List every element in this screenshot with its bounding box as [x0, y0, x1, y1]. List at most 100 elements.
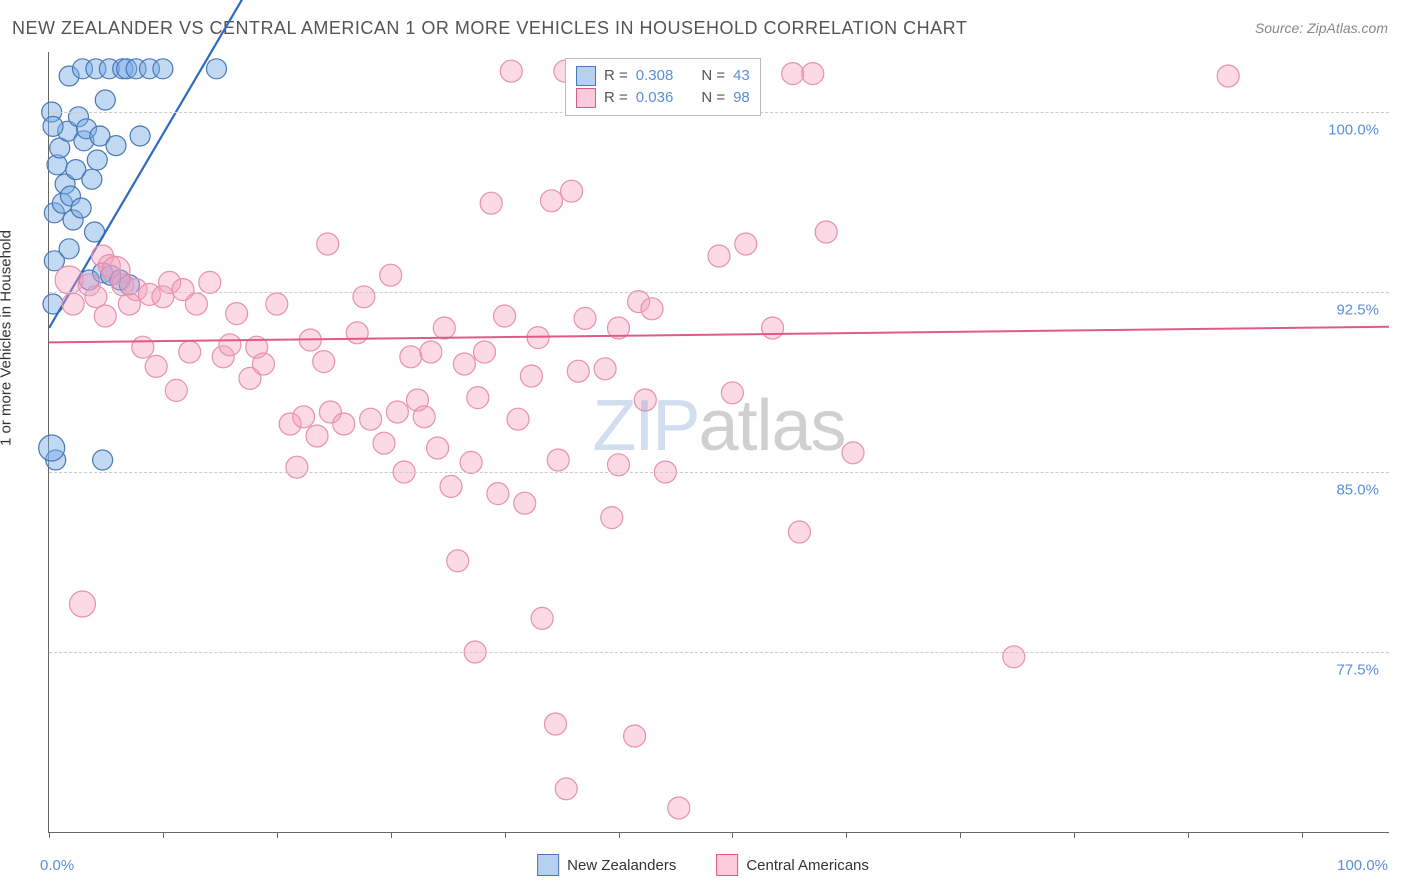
- data-point: [153, 59, 173, 79]
- data-point: [668, 797, 690, 819]
- data-point: [39, 435, 65, 461]
- data-point: [440, 475, 462, 497]
- data-point: [474, 341, 496, 363]
- stats-n-value: 43: [733, 65, 750, 87]
- data-point: [842, 442, 864, 464]
- data-point: [420, 341, 442, 363]
- gridline: [49, 652, 1389, 653]
- x-axis-min-label: 0.0%: [40, 857, 74, 874]
- data-point: [802, 63, 824, 85]
- data-point: [132, 336, 154, 358]
- data-point: [165, 379, 187, 401]
- data-point: [634, 389, 656, 411]
- stats-n-label: N =: [701, 87, 725, 109]
- data-point: [380, 264, 402, 286]
- data-point: [453, 353, 475, 375]
- data-point: [447, 550, 469, 572]
- data-point: [306, 425, 328, 447]
- x-tick: [277, 832, 278, 838]
- data-point: [567, 360, 589, 382]
- stats-n-value: 98: [733, 87, 750, 109]
- x-axis-max-label: 100.0%: [1337, 857, 1388, 874]
- data-point: [252, 353, 274, 375]
- data-point: [353, 286, 375, 308]
- correlation-stats-box: R = 0.308 N = 43R = 0.036 N = 98: [565, 58, 761, 116]
- plot-area: ZIPatlas 77.5%85.0%92.5%100.0%: [48, 52, 1389, 833]
- data-point: [293, 406, 315, 428]
- data-point: [333, 413, 355, 435]
- data-point: [313, 351, 335, 373]
- stats-r-label: R =: [604, 65, 628, 87]
- data-point: [641, 298, 663, 320]
- data-point: [346, 322, 368, 344]
- data-point: [360, 408, 382, 430]
- data-point: [433, 317, 455, 339]
- stats-n-label: N =: [701, 65, 725, 87]
- data-point: [400, 346, 422, 368]
- data-point: [43, 116, 63, 136]
- legend-swatch-icon: [537, 854, 559, 876]
- stats-r-value: 0.308: [636, 65, 674, 87]
- legend-item: New Zealanders: [537, 854, 676, 876]
- data-point: [815, 221, 837, 243]
- data-point: [1003, 646, 1025, 668]
- data-point: [555, 778, 577, 800]
- data-point: [520, 365, 542, 387]
- data-point: [266, 293, 288, 315]
- x-tick: [619, 832, 620, 838]
- data-point: [531, 607, 553, 629]
- x-tick: [960, 832, 961, 838]
- data-point: [286, 456, 308, 478]
- data-point: [85, 286, 107, 308]
- data-point: [373, 432, 395, 454]
- stats-row: R =0.036N =98: [576, 87, 750, 109]
- data-point: [199, 271, 221, 293]
- data-point: [561, 180, 583, 202]
- data-point: [427, 437, 449, 459]
- data-point: [460, 451, 482, 473]
- x-tick: [1302, 832, 1303, 838]
- data-point: [87, 150, 107, 170]
- x-tick: [1188, 832, 1189, 838]
- stats-r-value: 0.036: [636, 87, 674, 109]
- source-attribution: Source: ZipAtlas.com: [1255, 20, 1388, 36]
- data-point: [594, 358, 616, 380]
- data-point: [179, 341, 201, 363]
- data-point: [70, 591, 96, 617]
- regression-line: [49, 0, 1389, 328]
- y-tick-label: 100.0%: [1328, 122, 1379, 139]
- x-tick: [49, 832, 50, 838]
- y-tick-label: 85.0%: [1336, 482, 1379, 499]
- data-point: [226, 303, 248, 325]
- regression-line: [49, 327, 1389, 343]
- data-point: [185, 293, 207, 315]
- y-tick-label: 92.5%: [1336, 302, 1379, 319]
- data-point: [62, 293, 84, 315]
- data-point: [782, 63, 804, 85]
- chart-title: NEW ZEALANDER VS CENTRAL AMERICAN 1 OR M…: [12, 18, 967, 39]
- data-point: [413, 406, 435, 428]
- data-point: [541, 190, 563, 212]
- data-point: [95, 90, 115, 110]
- x-tick: [732, 832, 733, 838]
- data-point: [500, 60, 522, 82]
- legend-label: New Zealanders: [567, 857, 676, 874]
- x-tick: [163, 832, 164, 838]
- x-tick: [505, 832, 506, 838]
- data-point: [219, 334, 241, 356]
- data-point: [130, 126, 150, 146]
- stats-swatch-icon: [576, 88, 596, 108]
- data-point: [145, 355, 167, 377]
- data-point: [317, 233, 339, 255]
- stats-row: R = 0.308 N = 43: [576, 65, 750, 87]
- data-point: [788, 521, 810, 543]
- data-point: [721, 382, 743, 404]
- stats-swatch-icon: [576, 66, 596, 86]
- y-tick-label: 77.5%: [1336, 662, 1379, 679]
- data-point: [1217, 65, 1239, 87]
- data-point: [386, 401, 408, 423]
- data-point: [574, 307, 596, 329]
- data-point: [507, 408, 529, 430]
- data-point: [494, 305, 516, 327]
- data-point: [624, 725, 646, 747]
